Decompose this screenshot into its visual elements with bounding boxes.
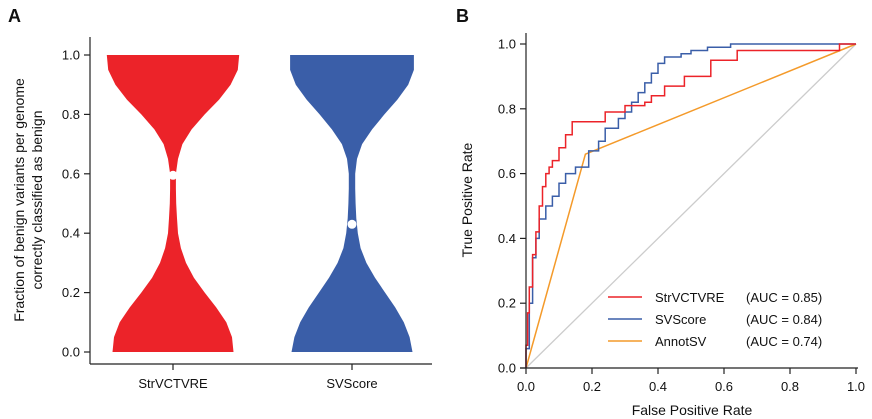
panel-a-x-tick-label: StrVCTVRE (138, 376, 208, 391)
panel-b-x-label: False Positive Rate (632, 402, 753, 418)
panel-b-x-tick-label: 0.4 (649, 379, 667, 394)
panel-a-y-tick-label: 1.0 (62, 48, 80, 63)
legend-auc-annotsv: (AUC = 0.74) (746, 334, 822, 349)
panel-b: B 0.00.20.40.60.81.0 0.0 0.2 0.4 0.6 0.8 1.0 … (456, 6, 865, 418)
panel-a: A 0.0 0.2 0.4 0.6 0.8 1.0 StrVCTVRE SVScore Fr… (8, 6, 432, 391)
roc-lines (525, 43, 857, 369)
panel-a-y-label-line-2: correctly classified as benign (29, 111, 45, 290)
violin-0 (106, 55, 240, 352)
panel-a-y-tick-label: 0.0 (62, 345, 80, 360)
panel-b-x-tick-label: 0.6 (715, 379, 733, 394)
panel-b-y-tick-label: 0.8 (498, 101, 516, 116)
panel-b-y-label: True Positive Rate (459, 142, 475, 257)
legend-auc-svscore: (AUC = 0.84) (746, 312, 822, 327)
panel-b-y-tick-label: 0.0 (498, 361, 516, 376)
panel-a-x-tick-label: SVScore (326, 376, 377, 391)
violin-median-dot-0 (168, 170, 178, 180)
violin-1 (290, 55, 414, 352)
panel-a-y-tick-label: 0.8 (62, 107, 80, 122)
legend-label-annotsv: AnnotSV (655, 334, 707, 349)
panel-b-y-tick-label: 0.2 (498, 296, 516, 311)
panel-a-y-ticks: 0.0 0.2 0.4 0.6 0.8 1.0 (62, 48, 90, 360)
roc-legend: StrVCTVRE (AUC = 0.85) SVScore (AUC = 0.84)… (608, 290, 822, 349)
panel-b-letter: B (456, 6, 469, 26)
legend-label-strvctvre: StrVCTVRE (655, 290, 725, 305)
legend-label-svscore: SVScore (655, 312, 706, 327)
legend-auc-strvctvre: (AUC = 0.85) (746, 290, 822, 305)
panel-b-y-ticks: 0.0 0.2 0.4 0.6 0.8 1.0 (498, 37, 526, 376)
panel-b-x-tick-label: 1.0 (847, 379, 865, 394)
panel-b-x-tick-label: 0.0 (517, 379, 535, 394)
panel-b-y-tick-label: 0.6 (498, 166, 516, 181)
panel-a-y-tick-label: 0.4 (62, 226, 80, 241)
panel-b-x-tick-label: 0.8 (781, 379, 799, 394)
violin-group (106, 55, 414, 352)
roc-line-strvctvre (525, 43, 856, 368)
panel-a-y-label-line-1: Fraction of benign variants per genome (11, 78, 27, 322)
panel-a-y-tick-label: 0.2 (62, 285, 80, 300)
diagonal-reference-line (525, 43, 857, 369)
violin-median-dot-1 (347, 219, 357, 229)
panel-a-letter: A (8, 6, 21, 26)
panel-b-y-tick-label: 0.4 (498, 231, 516, 246)
panel-b-x-ticks: 0.0 0.2 0.4 0.6 0.8 1.0 (517, 368, 865, 394)
roc-line-annotsv (525, 43, 857, 369)
panel-b-y-tick-label: 1.0 (498, 37, 516, 52)
panel-b-x-tick-label: 0.2 (583, 379, 601, 394)
panel-a-x-ticks: StrVCTVRE SVScore (138, 364, 378, 391)
panel-a-y-tick-label: 0.6 (62, 166, 80, 181)
